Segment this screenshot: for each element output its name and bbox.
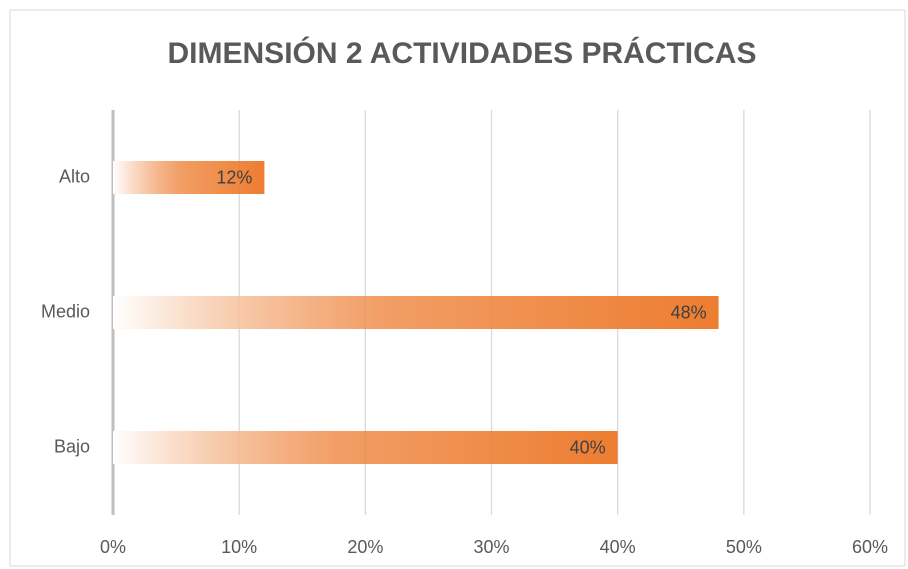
bar	[113, 431, 618, 464]
data-label: 48%	[671, 302, 707, 322]
chart-frame	[9, 9, 906, 567]
x-tick-label: 0%	[100, 537, 126, 557]
data-label: 12%	[216, 167, 252, 187]
x-tick-label: 30%	[473, 537, 509, 557]
x-tick-label: 20%	[347, 537, 383, 557]
y-tick-label: Bajo	[54, 436, 90, 456]
x-tick-label: 40%	[600, 537, 636, 557]
x-tick-label: 10%	[221, 537, 257, 557]
chart-title: DIMENSIÓN 2 ACTIVIDADES PRÁCTICAS	[168, 36, 757, 70]
bar	[113, 161, 265, 194]
bar	[113, 296, 719, 329]
y-tick-label: Medio	[41, 301, 90, 321]
data-label: 40%	[570, 437, 606, 457]
x-tick-label: 50%	[726, 537, 762, 557]
x-tick-label: 60%	[852, 537, 888, 557]
y-tick-label: Alto	[59, 166, 90, 186]
